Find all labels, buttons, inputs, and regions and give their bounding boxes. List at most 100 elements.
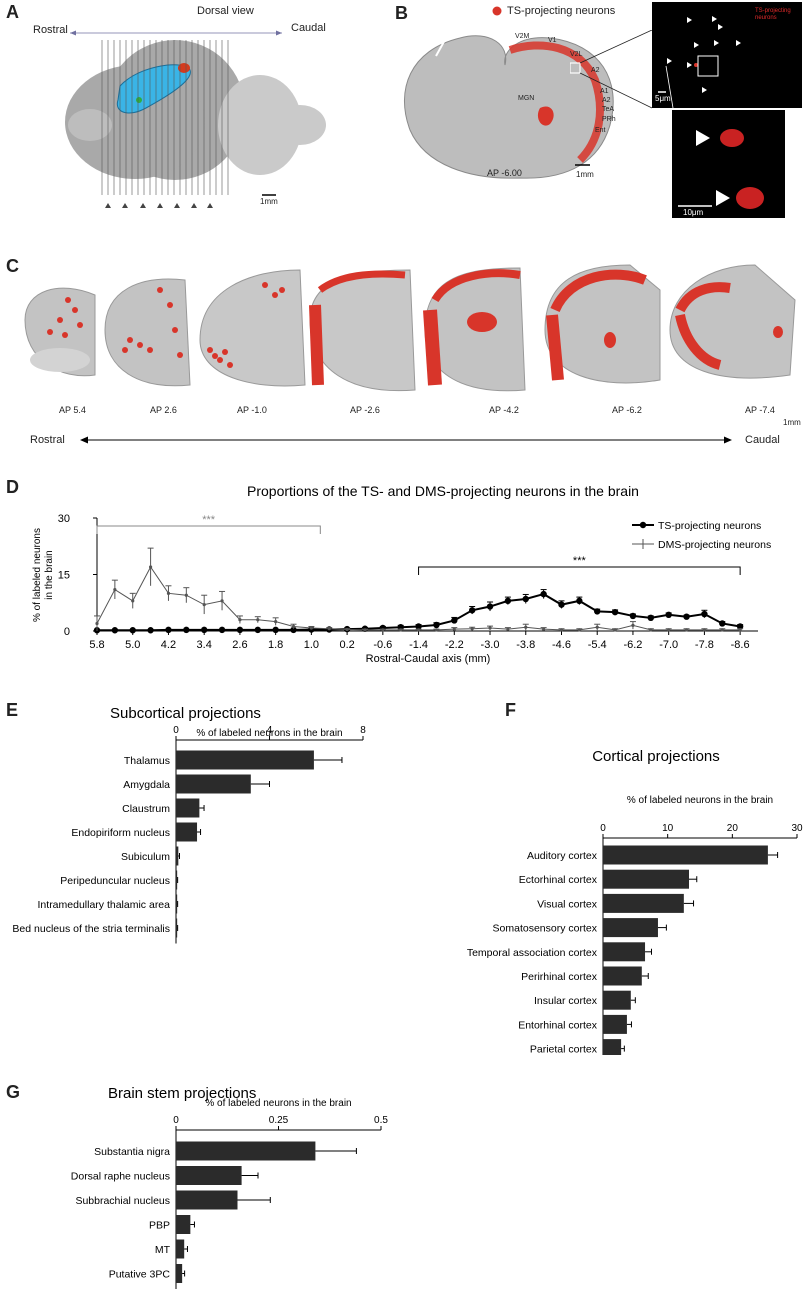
x-tick-label: 2.6: [232, 639, 247, 651]
x-tick-label: 10: [662, 823, 674, 834]
section-ap-2-6: [104, 278, 191, 387]
data-point: [506, 627, 510, 631]
x-tick-label: -3.8: [516, 639, 535, 651]
bar: [603, 1014, 627, 1034]
confocal-image-top: [652, 2, 802, 108]
data-point: [165, 626, 172, 634]
section-label: AP -2.6: [350, 405, 380, 415]
data-point: [504, 597, 512, 605]
data-point: [488, 626, 492, 630]
region-label: V2L: [570, 51, 583, 58]
x-tick-label: -6.2: [623, 639, 642, 651]
bar: [176, 918, 178, 938]
section-ap-2-6b: [309, 269, 416, 392]
x-tick-label: -8.6: [731, 639, 750, 651]
bar: [603, 869, 690, 889]
category-label: PBP: [149, 1220, 170, 1232]
data-point: [594, 608, 601, 615]
section-label: AP 2.6: [150, 405, 177, 415]
data-point: [577, 628, 581, 632]
data-point: [667, 628, 671, 632]
data-point: [540, 590, 547, 598]
category-label: Dorsal raphe nucleus: [71, 1171, 170, 1183]
region-label: TeA: [602, 106, 615, 113]
section-label: AP -7.4: [745, 405, 775, 415]
data-point: [166, 591, 171, 595]
data-point: [363, 628, 367, 632]
x-tick-label: -4.6: [552, 639, 571, 651]
category-label: Perirhinal cortex: [521, 971, 598, 983]
x-tick-label: 0.5: [374, 1115, 388, 1126]
panel-a-title: Dorsal view: [197, 5, 254, 17]
data-point: [665, 611, 672, 619]
x-tick-label: -7.0: [659, 639, 678, 651]
x-axis-label: % of labeled neurons in the brain: [627, 795, 773, 806]
category-label: Somatosensory cortex: [493, 923, 598, 935]
legend-marker-ts: [639, 521, 647, 529]
data-point: [218, 626, 226, 634]
x-tick-label: 0: [600, 823, 606, 834]
confocal-image-bottom: [672, 110, 785, 218]
inset-label: TS-projecting neurons: [755, 8, 791, 21]
bar: [603, 1039, 622, 1055]
bar: [603, 966, 642, 986]
data-point: [631, 623, 635, 627]
data-point: [415, 623, 422, 630]
x-tick-label: -1.4: [409, 639, 428, 651]
x-axis-label: % of labeled neurons in the brain: [196, 728, 342, 739]
data-point: [558, 601, 565, 608]
bar: [176, 894, 178, 914]
data-point: [111, 627, 119, 634]
bar: [603, 893, 684, 913]
x-tick-label: 5.8: [89, 639, 104, 651]
data-point: [290, 626, 297, 634]
region-label: V2M: [515, 33, 530, 40]
data-point: [452, 627, 456, 631]
section-label: AP -6.2: [612, 405, 642, 415]
region-label: A2: [602, 97, 611, 104]
data-point: [416, 628, 421, 632]
category-label: Auditory cortex: [527, 850, 598, 862]
bar: [176, 774, 251, 794]
section-label: AP -1.0: [237, 405, 267, 415]
x-tick-label: 0: [173, 725, 179, 736]
data-point: [470, 627, 474, 631]
bar: [176, 1190, 238, 1210]
data-point: [649, 628, 653, 632]
data-point: [113, 587, 117, 592]
x-tick-label: 5.0: [125, 639, 140, 651]
significance-label: ***: [202, 514, 216, 526]
section-label: AP 5.4: [59, 405, 86, 415]
category-label: Intramedullary thalamic area: [38, 899, 171, 911]
data-point: [254, 626, 261, 634]
x-tick-label: 0.2: [339, 639, 354, 651]
data-point: [148, 565, 153, 569]
bar: [176, 1215, 191, 1234]
data-point: [272, 626, 279, 634]
chart-title: Cortical projections: [592, 748, 720, 765]
x-tick-label: -7.8: [695, 639, 714, 651]
chart-title: Proportions of the TS- and DMS-projectin…: [247, 483, 639, 499]
region-label: MGN: [518, 95, 535, 102]
bar: [176, 1239, 185, 1259]
region-label: PRh: [602, 116, 616, 123]
bar: [176, 798, 200, 818]
panel-a-rostral: Rostral: [33, 24, 68, 36]
data-point: [468, 607, 476, 614]
confocal-bottom-overlay: [678, 129, 764, 209]
category-label: Subbrachial nucleus: [75, 1195, 170, 1207]
region-label: V1: [548, 37, 557, 44]
x-tick-label: 8: [360, 725, 366, 736]
data-point: [220, 599, 224, 603]
rostral-caudal-arrow: [80, 436, 732, 444]
x-tick-label: 1.8: [268, 639, 283, 651]
chart-d: Proportions of the TS- and DMS-projectin…: [32, 483, 771, 665]
panel-letter-a: A: [6, 2, 19, 22]
data-point: [647, 614, 655, 622]
section-ap-1-0: [199, 269, 306, 387]
x-tick-label: 4: [267, 725, 273, 736]
category-label: Insular cortex: [534, 995, 598, 1007]
confocal-top-overlay: [658, 16, 741, 93]
data-point: [522, 595, 529, 603]
data-point: [95, 621, 99, 626]
